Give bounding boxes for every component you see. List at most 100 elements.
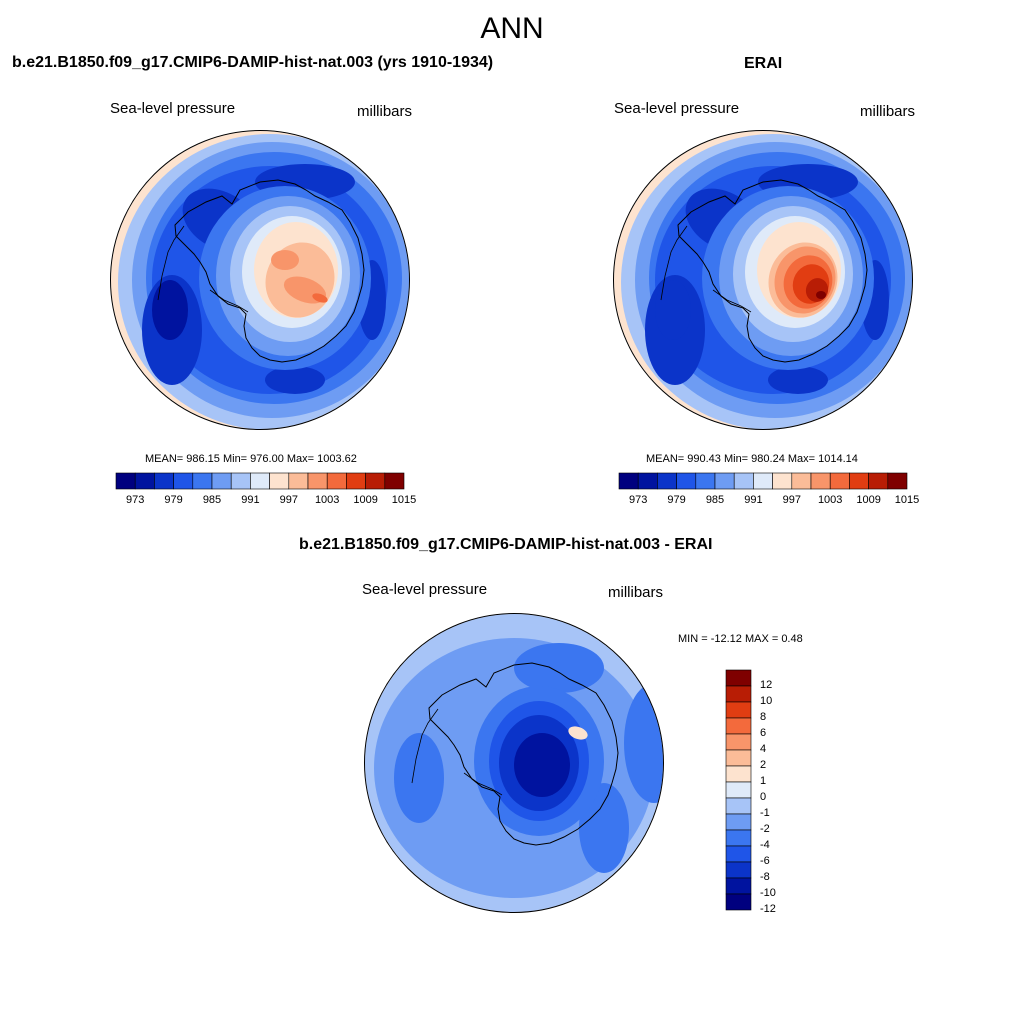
colorbar-box [725, 813, 752, 831]
colorbar-box [173, 472, 194, 490]
colorbar-box [725, 877, 752, 895]
colorbar-box [829, 472, 850, 490]
colorbar-box [887, 472, 908, 490]
contour-fill [312, 293, 328, 303]
colorbar-tick-label: 979 [667, 494, 686, 506]
colorbar-tick-label: 997 [782, 494, 801, 506]
panel-2-units-label: millibars [860, 103, 916, 120]
colorbar-box [725, 749, 752, 767]
colorbar-box [211, 472, 232, 490]
colorbar-box [725, 685, 752, 703]
colorbar-tick-label: 12 [760, 679, 773, 691]
colorbar-tick-label: 1 [760, 775, 767, 787]
panel-1-map [110, 130, 410, 430]
panel-2-variable-label: Sea-level pressure [614, 100, 740, 117]
colorbar-box [714, 472, 735, 490]
peninsula-coastline [157, 225, 185, 301]
contour-fill [568, 726, 588, 740]
colorbar-box [725, 861, 752, 879]
panel-1-colorbar [115, 472, 405, 490]
colorbar-tick-label: -4 [760, 839, 770, 851]
colorbar-box [307, 472, 328, 490]
colorbar-tick-label: 1003 [817, 494, 843, 506]
colorbar-box [725, 733, 752, 751]
panel-2-colorbar [618, 472, 908, 490]
colorbar-box [618, 472, 639, 490]
colorbar-tick-label: 985 [705, 494, 725, 506]
contour-fill [579, 783, 629, 873]
colorbar-box [725, 717, 752, 735]
colorbar-box [725, 797, 752, 815]
colorbar-tick-label: 1009 [353, 494, 378, 506]
colorbar-box [810, 472, 831, 490]
colorbar-box [346, 472, 366, 490]
colorbar-tick-label: -1 [760, 807, 770, 819]
contour-fill [271, 250, 299, 270]
colorbar-box [365, 472, 386, 490]
antarctica-coastline [428, 662, 619, 846]
colorbar-tick-label: 973 [126, 494, 145, 506]
colorbar-tick-label: 4 [760, 743, 767, 755]
colorbar-box [250, 472, 270, 490]
colorbar-box [868, 472, 889, 490]
colorbar-tick-label: 985 [202, 494, 222, 506]
colorbar-tick-label: -6 [760, 855, 770, 867]
panel-3-map [364, 613, 664, 913]
colorbar-box [676, 472, 697, 490]
colorbar-box [192, 472, 213, 490]
contour-fill [624, 683, 663, 803]
contour-fill [514, 733, 570, 797]
peninsula-coastline [411, 708, 439, 784]
colorbar-box [725, 829, 752, 847]
colorbar-tick-label: 1015 [894, 494, 920, 506]
colorbar-tick-label: 1015 [391, 494, 417, 506]
colorbar-box [849, 472, 869, 490]
panel-1-title: b.e21.B1850.f09_g17.CMIP6-DAMIP-hist-nat… [12, 54, 494, 71]
panel-3-stats: MIN = -12.12 MAX = 0.48 [678, 633, 803, 645]
colorbar-box [725, 781, 752, 799]
colorbar-box [733, 472, 754, 490]
panel-1-units-label: millibars [357, 103, 413, 120]
colorbar-tick-label: 991 [241, 494, 260, 506]
colorbar-box [791, 472, 812, 490]
colorbar-box [269, 472, 290, 490]
colorbar-tick-label: 6 [760, 727, 767, 739]
colorbar-box [115, 472, 136, 490]
ice-shelf-coastline [209, 289, 249, 313]
map-border [364, 613, 664, 913]
contour-fill [655, 280, 691, 340]
colorbar-tick-label: -12 [760, 903, 776, 915]
colorbar-box [725, 701, 752, 719]
colorbar-box [725, 893, 752, 911]
colorbar-tick-label: 8 [760, 711, 767, 723]
panel-3-title: b.e21.B1850.f09_g17.CMIP6-DAMIP-hist-nat… [299, 536, 713, 553]
colorbar-box [695, 472, 716, 490]
contour-fill [514, 643, 604, 693]
figure-title: ANN [480, 12, 544, 45]
colorbar-box [154, 472, 174, 490]
map-border [110, 130, 410, 430]
colorbar-box [326, 472, 347, 490]
colorbar-tick-label: 979 [164, 494, 183, 506]
colorbar-box [230, 472, 251, 490]
colorbar-tick-label: -10 [760, 887, 776, 899]
contour-fill [816, 291, 826, 299]
colorbar-tick-label: 2 [760, 759, 767, 771]
map-border [613, 130, 913, 430]
colorbar-box [725, 669, 752, 687]
colorbar-tick-label: 1003 [314, 494, 340, 506]
colorbar-tick-label: -8 [760, 871, 770, 883]
colorbar-box [134, 472, 155, 490]
panel-2-stats: MEAN= 990.43 Min= 980.24 Max= 1014.14 [646, 453, 858, 465]
contour-fill [768, 366, 828, 394]
contour-fill [265, 366, 325, 394]
colorbar-box [753, 472, 773, 490]
contour-fill [152, 280, 188, 340]
colorbar-tick-label: -2 [760, 823, 770, 835]
panel-2-title: ERAI [744, 55, 783, 72]
colorbar-box [772, 472, 793, 490]
colorbar-tick-label: 1009 [856, 494, 881, 506]
panel-3-units-label: millibars [608, 584, 664, 601]
panel-3-colorbar [725, 669, 752, 911]
panel-2-map [613, 130, 913, 430]
